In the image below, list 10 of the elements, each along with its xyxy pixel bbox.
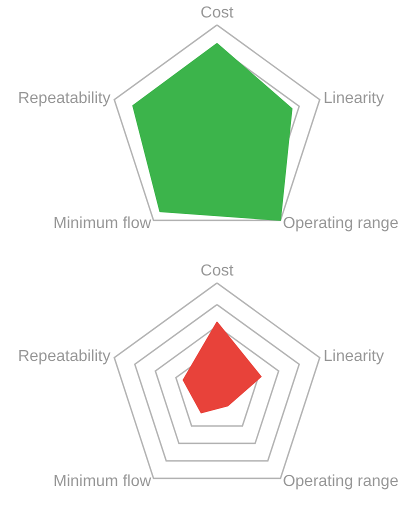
spoke-label: Repeatability xyxy=(18,90,110,107)
spoke-label: Linearity xyxy=(324,90,384,107)
spoke-label: Linearity xyxy=(324,348,384,365)
spoke-label: Cost xyxy=(200,4,234,22)
spoke-label: Cost xyxy=(200,262,234,280)
spoke-label: Operating range xyxy=(282,215,399,232)
spoke-label: Minimum flow xyxy=(53,215,152,232)
spoke-label: Minimum flow xyxy=(53,473,152,490)
spoke-label: Operating range xyxy=(282,473,399,490)
spoke-label: Repeatability xyxy=(18,348,110,365)
